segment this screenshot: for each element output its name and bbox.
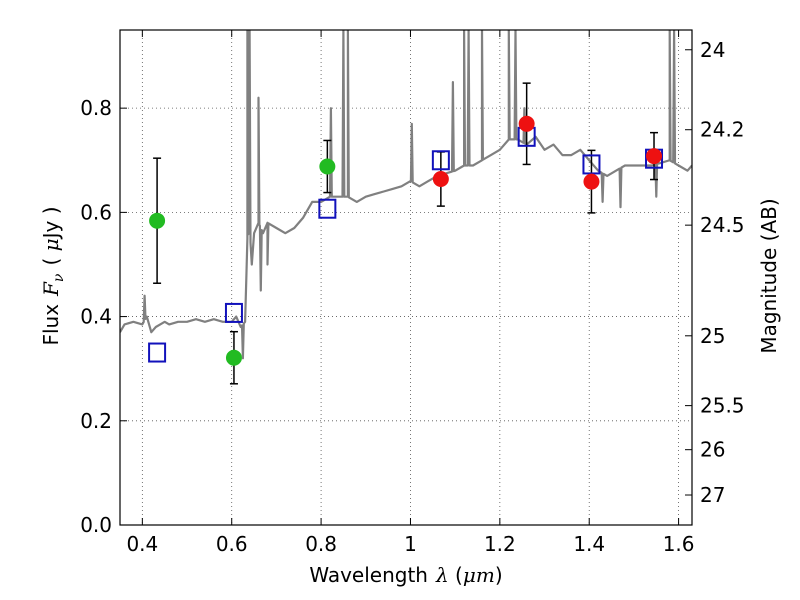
model-square-marker xyxy=(431,150,450,171)
model-square-marker xyxy=(224,302,243,323)
marker-layer xyxy=(148,115,664,366)
x-tick-label: 0.4 xyxy=(126,532,158,556)
grid-lines xyxy=(120,30,692,526)
data-point-marker xyxy=(646,148,663,165)
x-tick-label: 1.6 xyxy=(663,532,695,556)
y-tick-label: 0.2 xyxy=(80,409,112,433)
y2-tick-label: 27 xyxy=(700,483,725,507)
data-point-marker xyxy=(149,212,166,229)
y2-tick-label: 24.5 xyxy=(700,213,745,237)
y-tick-label: 0.6 xyxy=(80,200,112,224)
plot-frame xyxy=(119,29,693,526)
model-square-marker xyxy=(582,154,601,175)
axis-ticks: 0.4 0.6 0.8 1 1.2 1.4 1.6 0.0 0.2 0.4 0.6 0.8 24 24.2… xyxy=(80,30,745,556)
y-tick-label: 0.8 xyxy=(80,96,112,120)
spectrum-line xyxy=(120,30,692,360)
data-point-marker xyxy=(583,173,600,190)
x-tick-label: 1 xyxy=(404,532,417,556)
y2-tick-label: 25 xyxy=(700,324,725,348)
data-point-marker xyxy=(432,171,449,188)
x-tick-label: 0.8 xyxy=(305,532,337,556)
x-tick-label: 1.4 xyxy=(573,532,605,556)
x-axis-label: Wavelength λ (μm) xyxy=(309,563,502,587)
y2-tick-label: 26 xyxy=(700,438,725,462)
y2-axis-label: Magnitude (AB) xyxy=(757,198,781,353)
spectrum-layer xyxy=(120,30,692,360)
data-point-marker xyxy=(319,158,336,175)
errorbar-layer xyxy=(153,82,659,385)
y2-tick-label: 25.5 xyxy=(700,394,745,418)
y-tick-label: 0.0 xyxy=(80,513,112,537)
data-point-marker xyxy=(225,349,242,366)
data-point-marker xyxy=(518,115,535,132)
x-tick-label: 1.2 xyxy=(484,532,516,556)
model-square-marker xyxy=(318,198,337,219)
y-tick-label: 0.4 xyxy=(80,305,112,329)
y2-tick-label: 24.2 xyxy=(700,118,745,142)
y2-tick-label: 24 xyxy=(700,38,725,62)
x-tick-label: 0.6 xyxy=(216,532,248,556)
y-axis-label: FluxFν( μJy ) xyxy=(39,206,67,345)
model-square-marker xyxy=(148,342,167,363)
